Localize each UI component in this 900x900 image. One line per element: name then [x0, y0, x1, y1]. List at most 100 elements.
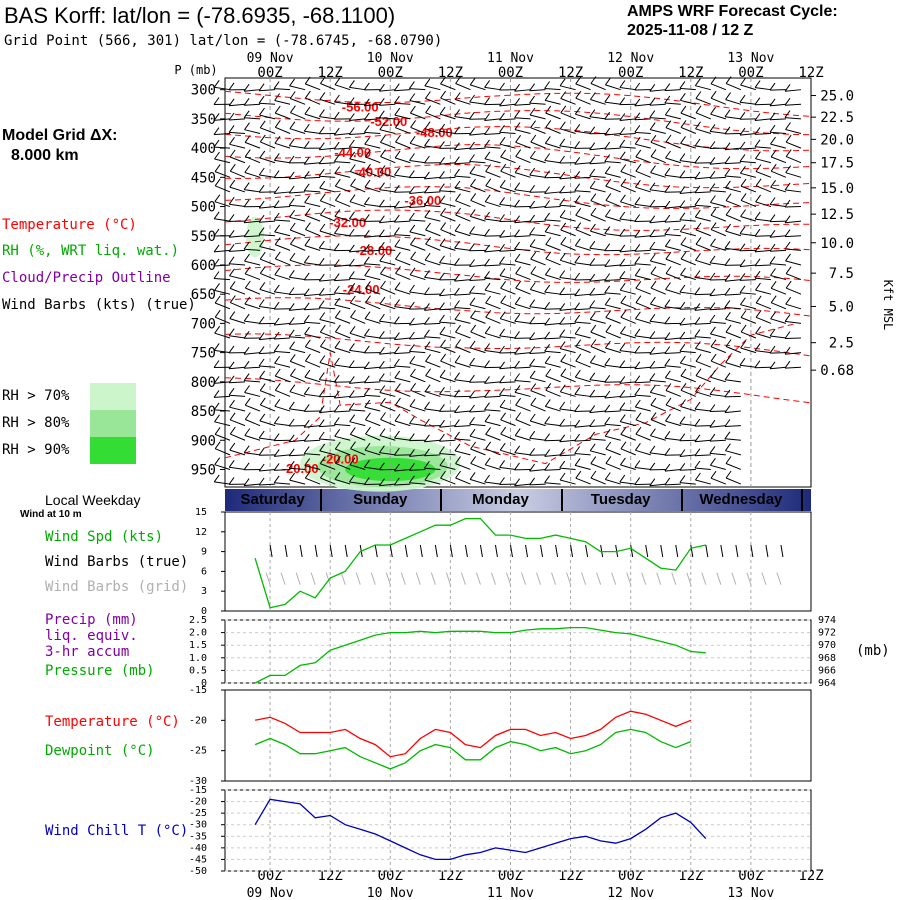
wind-barb-flag [274, 399, 281, 407]
wind-barb-flag [348, 258, 355, 267]
wind-barb-flag [544, 355, 551, 364]
wind-barb-shaft [574, 162, 591, 165]
wind-barb-flag [213, 360, 220, 368]
wind-barb-shaft [304, 333, 321, 339]
legend-wind: Wind Barbs (kts) (true) [2, 297, 196, 313]
wind-barb-flag [228, 256, 235, 265]
wind-barb-flag [664, 214, 671, 223]
wind-barb-flag [303, 386, 310, 395]
wind-barb-shaft [454, 147, 471, 151]
wind-barb-shaft [304, 425, 321, 428]
wind-barb-flag [500, 295, 507, 303]
wind-barb-flag [469, 472, 476, 480]
wind-barb-flag [274, 136, 281, 144]
wind-barb-flag [423, 171, 430, 180]
wind-barb-flag [273, 433, 280, 441]
wind-barb-flag [769, 256, 776, 264]
wind-barb-flag [754, 139, 761, 148]
wind-barb-shaft [695, 348, 711, 354]
wind-barb-shaft [349, 421, 366, 427]
wind-barb-shaft [500, 433, 516, 441]
wind-barb-shaft [334, 364, 351, 368]
panel-y-tick-label: 12 [195, 527, 207, 538]
wind-barb-shaft [259, 102, 276, 105]
wind-barb-flag [469, 390, 475, 399]
wind-barb-shaft [394, 306, 411, 310]
pressure-right-tick: 970 [818, 640, 836, 651]
wind-barb-shaft [274, 159, 291, 164]
wind-barb-shaft [305, 477, 321, 485]
wind-barb-shaft [604, 147, 621, 150]
wind-barb-flag [304, 353, 311, 362]
wind-barb-flag [244, 253, 250, 262]
wind-barb-shaft [529, 377, 546, 383]
wind-barb-shaft [725, 477, 742, 485]
wind-barb-shaft [274, 219, 291, 222]
wind-barb-shaft [394, 420, 411, 427]
wind-barb-shaft [620, 433, 636, 441]
wind-barb-shaft [439, 425, 456, 428]
wind-barb-shaft [709, 190, 726, 193]
wind-barb-flag [425, 354, 431, 362]
wind-barb-shaft [784, 366, 802, 369]
wind-barb-shaft [409, 100, 426, 105]
wind-barb-shaft [290, 360, 306, 368]
wind-barb-flag [649, 122, 656, 130]
wind-barb-flag [619, 151, 626, 160]
wind-barb-flag [514, 215, 521, 223]
wind-barb-flag [319, 339, 326, 347]
wind-barb-shaft [545, 274, 561, 281]
wind-barb-flag [499, 82, 505, 91]
wind-barb-shaft [274, 468, 291, 471]
wind-barb-shaft [424, 259, 441, 266]
wind-barb-flag [213, 390, 220, 398]
wind-barb-flag [619, 376, 626, 384]
wind-barb-shaft [755, 171, 772, 178]
wind-barb-flag [379, 296, 386, 305]
wind-barb-shaft [604, 292, 621, 295]
wind-barb-flag [544, 399, 551, 407]
wind-barb-shaft [499, 263, 516, 266]
wind-barb-shaft [213, 278, 231, 281]
wind-barb-shaft [589, 187, 606, 193]
grid-wind-barb [295, 572, 301, 585]
wind-barb-flag [348, 343, 355, 351]
wind-barb-flag [724, 389, 731, 398]
wind-barb-shaft [259, 174, 276, 178]
wind-barb-flag [680, 105, 687, 114]
legend-temperature: Temperature (°C) [2, 217, 137, 233]
wind-barb-flag [288, 287, 295, 295]
wind-barb-flag [289, 472, 296, 481]
wind-barb-shaft [304, 393, 321, 397]
wind-barb-flag [665, 150, 671, 159]
wind-barb-flag [575, 222, 582, 230]
wind-barb-flag [710, 90, 717, 99]
weekday-label: Monday [440, 489, 563, 511]
true-wind-barb [329, 544, 333, 558]
cycle-value: 2025-11-08 / 12 Z [627, 22, 754, 39]
wind-barb-shaft [425, 243, 441, 251]
wind-barb-flag [725, 324, 732, 333]
wind-barb-shaft [529, 337, 546, 341]
pressure-panel-frame [224, 619, 812, 684]
wind-barb-shaft [409, 191, 426, 194]
wind-barb-flag [273, 344, 280, 352]
wind-barb-shaft [529, 89, 546, 92]
wind-barb-flag [304, 106, 311, 115]
wind-barb-flag [739, 112, 746, 120]
wind-barb-flag [244, 385, 250, 393]
wind-barb-flag [514, 331, 520, 339]
wind-barb-shaft [394, 337, 411, 341]
wind-barb-shaft [544, 337, 561, 340]
wind-barb-flag [725, 193, 732, 201]
top-time-tick-label: 12Z [318, 65, 343, 81]
wind-barb-shaft [769, 249, 786, 252]
bottom-time-tick-label: 12Z [438, 868, 463, 884]
wind-barb-shaft [454, 450, 471, 456]
wind-barb-shaft [409, 291, 426, 295]
wind-barb-shaft [530, 289, 546, 295]
wind-barb-shaft [725, 99, 742, 105]
wind-barb-flag [424, 252, 431, 261]
panel-y-tick-label: -15 [189, 685, 207, 696]
wind-barb-shaft [319, 293, 336, 296]
